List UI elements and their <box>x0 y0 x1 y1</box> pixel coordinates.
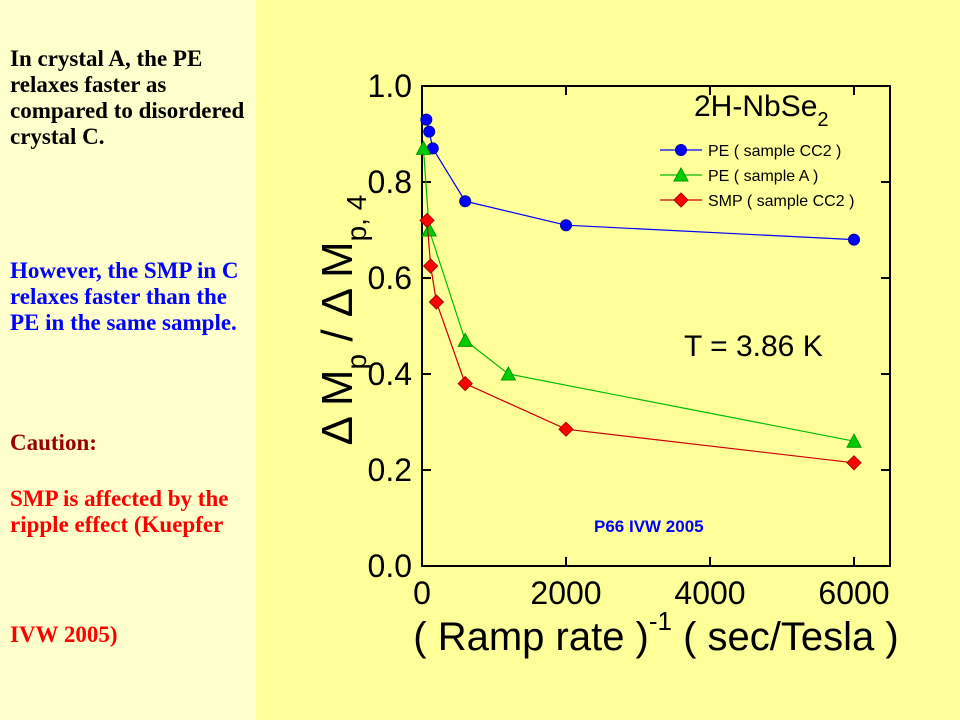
left-panel: In crystal A, the PE relaxes faster as c… <box>0 0 256 720</box>
source-annotation: P66 IVW 2005 <box>594 517 704 536</box>
plot-frame <box>421 85 891 567</box>
data-point-1-3 <box>500 365 517 381</box>
x-tick-label: 0 <box>413 575 431 611</box>
x-tick-label: 6000 <box>818 575 889 611</box>
x-tick-label: 2000 <box>530 575 601 611</box>
relaxation-chart: 0.0 0.2 0.4 0.6 0.8 1.0 0 2000 4000 6000( Ramp ra… <box>313 68 899 659</box>
temperature-annotation: T = 3.86 K <box>684 330 823 363</box>
data-point-0-3 <box>459 195 472 208</box>
data-point-2-0 <box>419 212 435 229</box>
y-tick-label: 0.2 <box>368 452 412 488</box>
legend-marker-0 <box>675 144 687 156</box>
data-point-2-4 <box>558 421 574 437</box>
legend-marker-1 <box>673 166 689 182</box>
data-point-0-5 <box>848 233 860 246</box>
legend-label-2: SMP ( sample CC2 ) <box>708 193 854 210</box>
x-axis-label: ( Ramp rate )-1 ( sec/Tesla ) <box>413 606 898 659</box>
data-point-1-4 <box>846 433 862 448</box>
chart-title: 2H-NbSe2 <box>694 90 829 131</box>
text-smp-relaxes: However, the SMP in C relaxes faster tha… <box>10 258 239 335</box>
y-axis-label: Δ Mp / Δ Mp, 4 <box>313 195 372 446</box>
text-caution: Caution: <box>10 430 97 455</box>
data-point-2-2 <box>428 294 445 310</box>
data-point-1-0 <box>415 140 432 155</box>
data-point-1-1 <box>421 221 438 237</box>
legend-label-1: PE ( sample A ) <box>708 168 818 185</box>
x-tick-label: 4000 <box>674 575 745 611</box>
series-line-2 <box>426 220 855 464</box>
y-tick-label: 0.6 <box>368 260 412 296</box>
text-crystal-a: In crystal A, the PE relaxes faster as c… <box>10 46 245 149</box>
data-point-0-4 <box>560 219 572 232</box>
y-tick-label: 1.0 <box>368 68 412 104</box>
y-tick-label: 0.0 <box>368 548 412 584</box>
y-tick-label: 0.8 <box>368 164 412 200</box>
text-ivw-2005: IVW 2005) <box>10 622 118 647</box>
legend-label-0: PE ( sample CC2 ) <box>708 143 841 160</box>
y-tick-label: 0.4 <box>368 356 412 392</box>
data-point-2-5 <box>846 455 862 471</box>
data-point-0-1 <box>423 125 436 138</box>
text-smp-affected: SMP is affected by the ripple effect (Ku… <box>10 486 229 537</box>
data-point-2-3 <box>457 375 473 392</box>
data-point-1-2 <box>457 332 474 347</box>
data-point-2-1 <box>422 258 439 274</box>
data-point-0-0 <box>420 113 433 126</box>
legend-marker-2 <box>673 192 689 208</box>
